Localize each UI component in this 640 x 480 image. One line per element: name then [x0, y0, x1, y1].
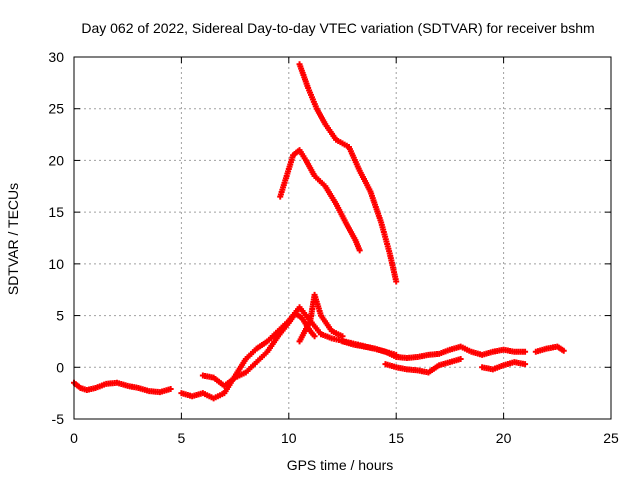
series-arc-6 [382, 356, 464, 376]
data-point [311, 333, 318, 340]
data-point [522, 348, 529, 355]
x-tick-label: 0 [70, 430, 78, 446]
y-tick-label: 10 [48, 256, 64, 272]
y-tick-label: 25 [48, 101, 64, 117]
x-tick-label: 20 [496, 430, 512, 446]
data-point [167, 386, 174, 393]
series-arc-9 [277, 147, 363, 254]
series-arc-8 [532, 343, 567, 355]
grid-lines [74, 57, 611, 419]
y-tick-label: 20 [48, 152, 64, 168]
series-arc-4 [296, 291, 346, 345]
data-point [522, 361, 529, 368]
data-points [71, 61, 567, 402]
data-point [560, 347, 567, 354]
data-point [339, 333, 346, 340]
x-tick-label: 25 [603, 430, 619, 446]
data-point [457, 356, 464, 363]
tick-labels: 0 5 10 15 20 25 -5 0 5 10 15 20 25 30 [48, 49, 619, 446]
y-tick-label: 0 [56, 359, 64, 375]
axis-ticks [73, 56, 612, 420]
y-tick-label: 5 [56, 308, 64, 324]
chart-title: Day 062 of 2022, Sidereal Day-to-day VTE… [81, 20, 594, 36]
plot-frame [73, 56, 612, 420]
data-point [393, 278, 400, 285]
y-tick-label: 30 [48, 49, 64, 65]
y-tick-label: -5 [52, 411, 65, 427]
series-arc-10 [296, 61, 400, 285]
y-tick-label: 15 [48, 204, 64, 220]
y-axis-label: SDTVAR / TECUs [5, 183, 21, 295]
data-point [356, 247, 363, 254]
x-tick-label: 10 [281, 430, 297, 446]
series-arc-7 [479, 359, 529, 373]
x-axis-label: GPS time / hours [287, 457, 394, 473]
x-tick-label: 5 [178, 430, 186, 446]
series-arc-5 [339, 338, 529, 361]
series-arc-1 [71, 379, 174, 396]
x-tick-label: 15 [388, 430, 404, 446]
